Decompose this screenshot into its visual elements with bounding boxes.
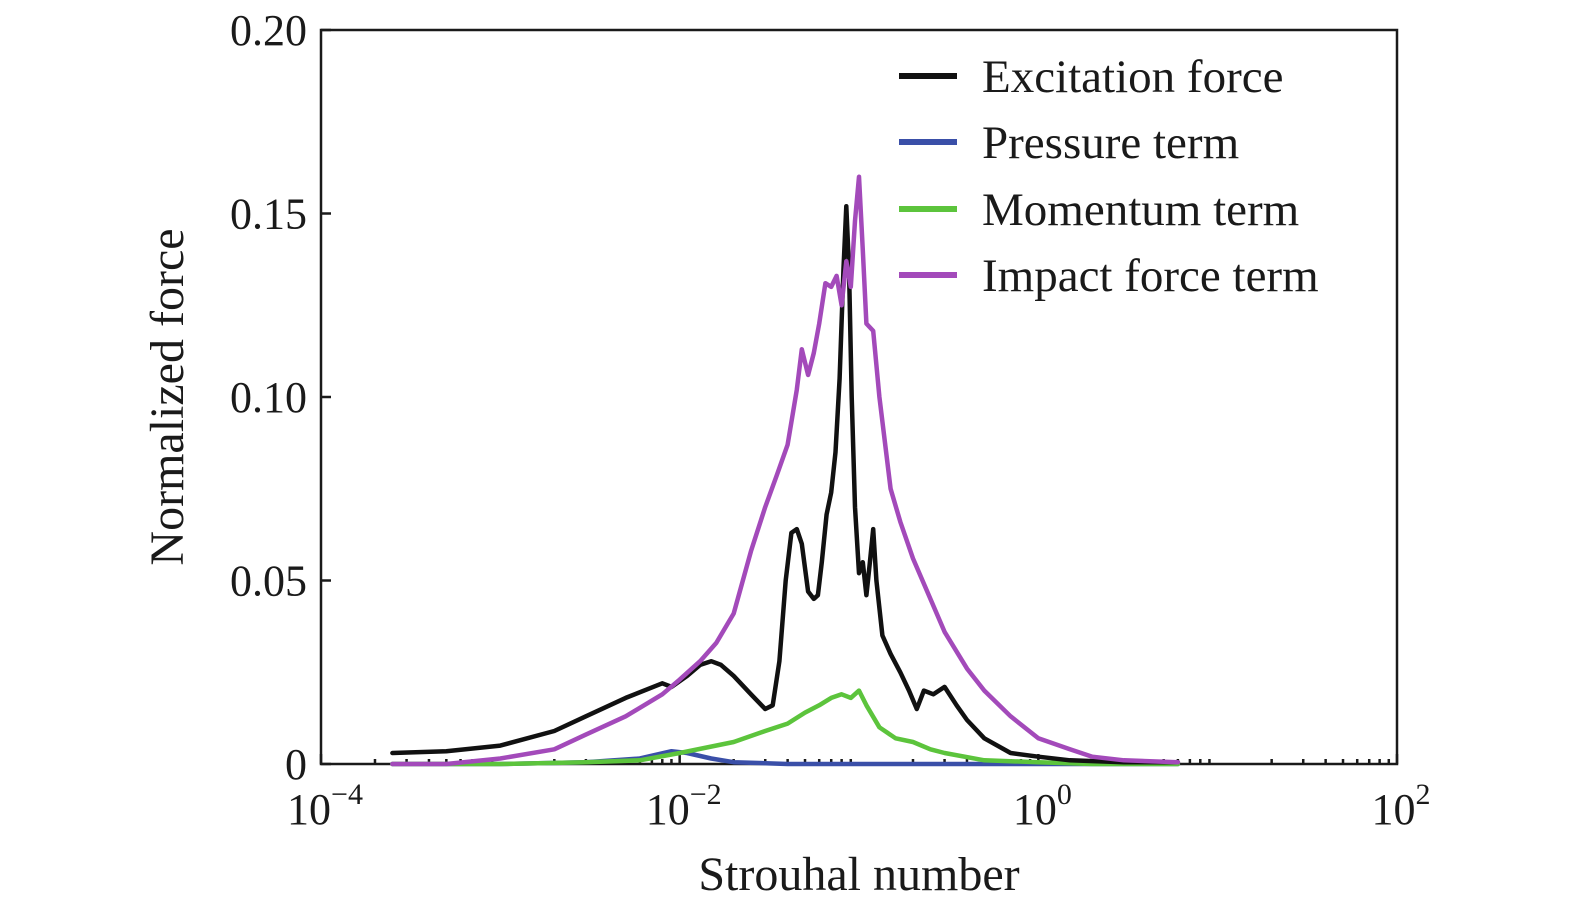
- x-tick-base: 10: [646, 785, 690, 834]
- x-tick-base: 10: [1013, 785, 1057, 834]
- x-tick-exponent: 2: [1416, 778, 1431, 811]
- y-tick-label: 0.05: [230, 557, 307, 606]
- legend: Excitation force Pressure term Momentum te…: [899, 51, 1319, 302]
- y-tick-label: 0: [285, 740, 307, 789]
- legend-label: Pressure term: [982, 117, 1239, 169]
- x-tick-label: 102: [1372, 778, 1431, 834]
- x-tick-label: 10−4: [287, 778, 363, 834]
- series-line-momentum-term: [390, 688, 1181, 767]
- x-tick-exponent: −2: [690, 778, 722, 811]
- x-tick-exponent: 0: [1057, 778, 1072, 811]
- x-tick-base: 10: [1372, 785, 1416, 834]
- x-tick-base: 10: [287, 785, 331, 834]
- series-line-excitation-force: [390, 203, 1181, 765]
- x-tick-label: 100: [1013, 778, 1072, 834]
- series-line-impact-force-term: [390, 174, 1181, 767]
- y-tick-label: 0.10: [230, 373, 307, 422]
- legend-label: Excitation force: [982, 51, 1283, 103]
- y-axis-label: Normalized force: [141, 228, 194, 565]
- x-tick-exponent: −4: [331, 778, 363, 811]
- y-tick-label: 0.15: [230, 190, 307, 239]
- x-tick-label: 10−2: [646, 778, 722, 834]
- series-lines: [390, 174, 1181, 767]
- y-tick-label: 0.20: [230, 6, 307, 55]
- legend-label: Momentum term: [982, 184, 1299, 236]
- legend-label: Impact force term: [982, 250, 1319, 302]
- y-axis: 0 0.05 0.10 0.15 0.20: [230, 6, 331, 789]
- x-axis-label: Strouhal number: [698, 848, 1019, 901]
